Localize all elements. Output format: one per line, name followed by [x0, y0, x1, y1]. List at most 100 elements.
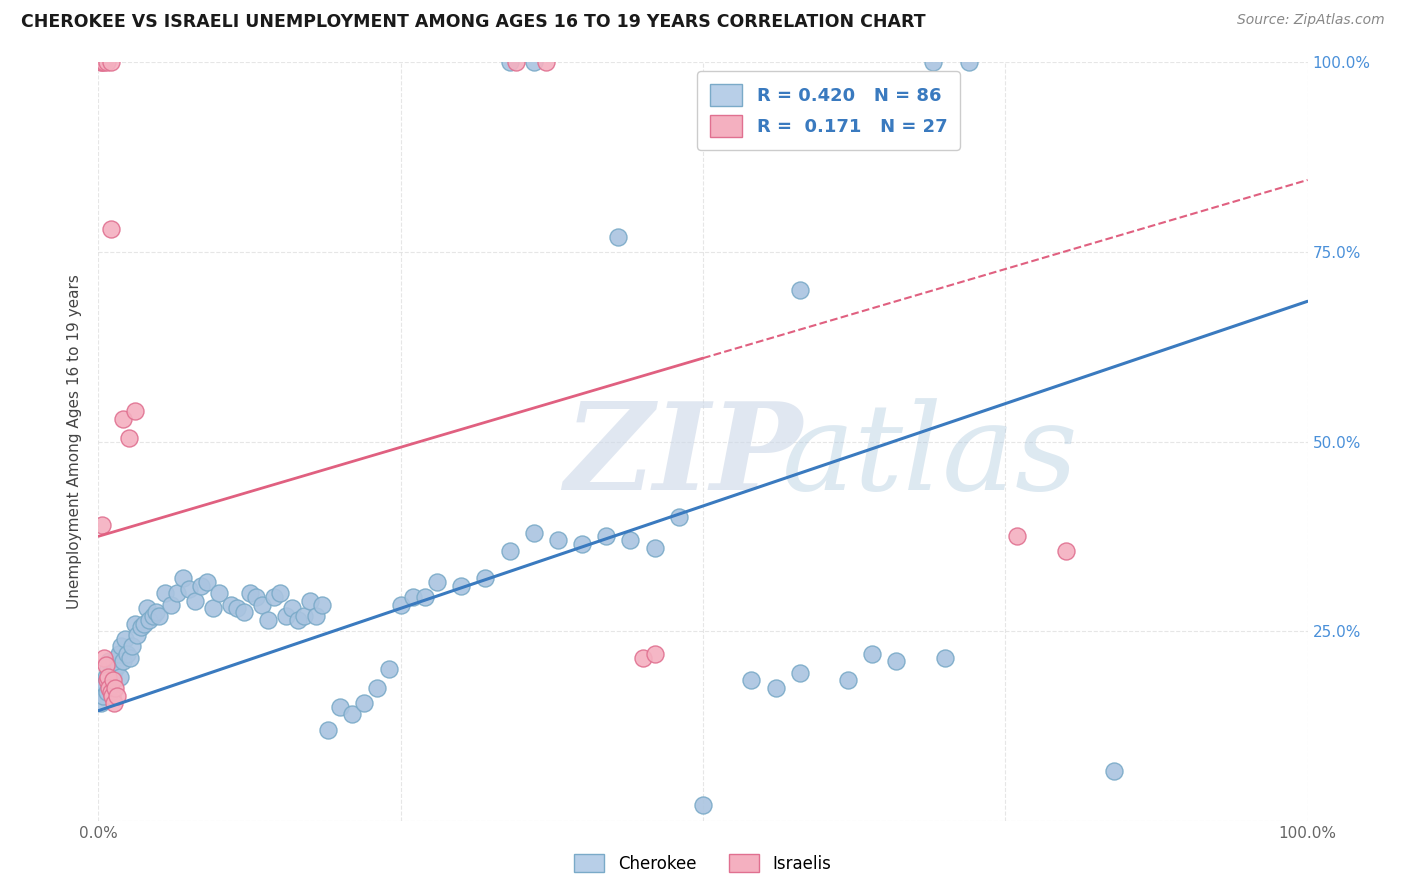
Point: [789, 665, 811, 680]
Point: [316, 723, 339, 737]
Point: [269, 586, 291, 600]
Point: [91, 517, 114, 532]
Point: [103, 696, 125, 710]
Point: [93, 55, 115, 70]
Point: [100, 673, 122, 688]
Point: [934, 650, 956, 665]
Point: [534, 55, 557, 70]
Point: [413, 590, 436, 604]
Point: [94, 658, 117, 673]
Point: [571, 537, 593, 551]
Text: Source: ZipAtlas.com: Source: ZipAtlas.com: [1237, 13, 1385, 28]
Point: [145, 605, 167, 619]
Point: [292, 608, 315, 623]
Point: [114, 632, 136, 646]
Point: [245, 590, 267, 604]
Point: [263, 590, 285, 604]
Point: [957, 55, 980, 70]
Point: [108, 669, 131, 683]
Point: [118, 431, 141, 445]
Point: [104, 662, 127, 676]
Point: [107, 658, 129, 673]
Point: [101, 673, 124, 688]
Point: [129, 620, 152, 634]
Point: [142, 608, 165, 623]
Point: [366, 681, 388, 695]
Point: [90, 55, 112, 70]
Point: [426, 574, 449, 589]
Point: [921, 55, 943, 70]
Point: [505, 55, 527, 70]
Point: [250, 598, 273, 612]
Point: [111, 412, 134, 426]
Text: CHEROKEE VS ISRAELI UNEMPLOYMENT AMONG AGES 16 TO 19 YEARS CORRELATION CHART: CHEROKEE VS ISRAELI UNEMPLOYMENT AMONG A…: [21, 13, 925, 31]
Point: [127, 628, 149, 642]
Point: [389, 598, 412, 612]
Point: [631, 650, 654, 665]
Point: [91, 55, 114, 70]
Point: [239, 586, 262, 600]
Point: [547, 533, 569, 548]
Point: [208, 586, 231, 600]
Point: [274, 608, 297, 623]
Point: [90, 696, 112, 710]
Point: [474, 571, 496, 585]
Y-axis label: Unemployment Among Ages 16 to 19 years: Unemployment Among Ages 16 to 19 years: [67, 274, 83, 609]
Point: [96, 685, 118, 699]
Point: [595, 529, 617, 543]
Point: [311, 598, 333, 612]
Point: [117, 647, 139, 661]
Point: [498, 544, 520, 558]
Point: [377, 662, 399, 676]
Point: [98, 655, 121, 669]
Point: [668, 510, 690, 524]
Point: [256, 613, 278, 627]
Point: [134, 616, 156, 631]
Point: [226, 601, 249, 615]
Point: [886, 655, 908, 669]
Point: [184, 594, 207, 608]
Point: [100, 685, 122, 699]
Point: [172, 571, 194, 585]
Point: [100, 55, 122, 70]
Point: [287, 613, 309, 627]
Point: [1102, 764, 1125, 779]
Point: [121, 639, 143, 653]
Point: [232, 605, 254, 619]
Point: [105, 650, 128, 665]
Point: [124, 404, 146, 418]
Point: [644, 647, 666, 661]
Point: [329, 699, 352, 714]
Point: [450, 579, 472, 593]
Point: [402, 590, 425, 604]
Point: [692, 798, 714, 813]
Point: [148, 608, 170, 623]
Point: [644, 541, 666, 555]
Point: [91, 681, 114, 695]
Text: atlas: atlas: [782, 398, 1078, 516]
Point: [94, 669, 117, 683]
Point: [96, 673, 118, 688]
Point: [765, 681, 787, 695]
Point: [93, 650, 115, 665]
Point: [281, 601, 304, 615]
Point: [100, 665, 122, 680]
Point: [110, 639, 132, 653]
Point: [97, 669, 120, 683]
Point: [221, 598, 243, 612]
Point: [124, 616, 146, 631]
Point: [166, 586, 188, 600]
Point: [740, 673, 762, 688]
Legend: R = 0.420   N = 86, R =  0.171   N = 27: R = 0.420 N = 86, R = 0.171 N = 27: [697, 71, 960, 150]
Point: [160, 598, 183, 612]
Point: [860, 647, 883, 661]
Point: [100, 689, 122, 703]
Legend: Cherokee, Israelis: Cherokee, Israelis: [568, 847, 838, 880]
Point: [93, 677, 115, 691]
Point: [98, 681, 121, 695]
Point: [498, 55, 520, 70]
Point: [353, 696, 375, 710]
Point: [179, 582, 201, 597]
Point: [523, 55, 546, 70]
Point: [1007, 529, 1029, 543]
